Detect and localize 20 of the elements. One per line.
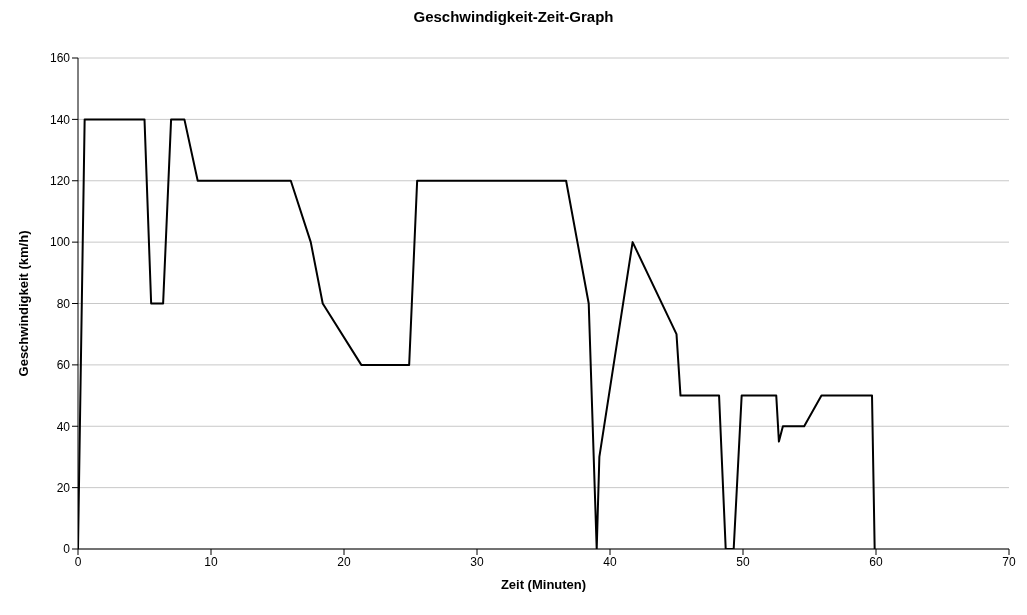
- y-tick-label: 100: [49, 235, 71, 250]
- x-tick-label: 70: [1002, 554, 1016, 569]
- y-tick-label: 160: [49, 51, 71, 66]
- x-tick-label: 40: [603, 554, 617, 569]
- y-tick-label: 140: [49, 112, 71, 127]
- y-tick-label: 0: [63, 542, 71, 557]
- x-tick-label: 0: [74, 554, 82, 569]
- x-tick-label: 60: [869, 554, 883, 569]
- x-tick-label: 10: [204, 554, 218, 569]
- y-tick-label: 60: [56, 358, 71, 373]
- x-tick-label: 20: [337, 554, 351, 569]
- y-tick-label: 20: [56, 480, 71, 495]
- x-tick-label: 30: [470, 554, 484, 569]
- y-axis-title: Geschwindigkeit (km/h): [15, 230, 31, 377]
- chart-title: Geschwindigkeit-Zeit-Graph: [412, 8, 615, 27]
- x-tick-label: 50: [736, 554, 750, 569]
- y-tick-label: 40: [56, 419, 71, 434]
- y-tick-label: 120: [49, 174, 71, 189]
- y-tick-label: 80: [56, 296, 71, 311]
- x-axis-title: Zeit (Minuten): [500, 577, 587, 592]
